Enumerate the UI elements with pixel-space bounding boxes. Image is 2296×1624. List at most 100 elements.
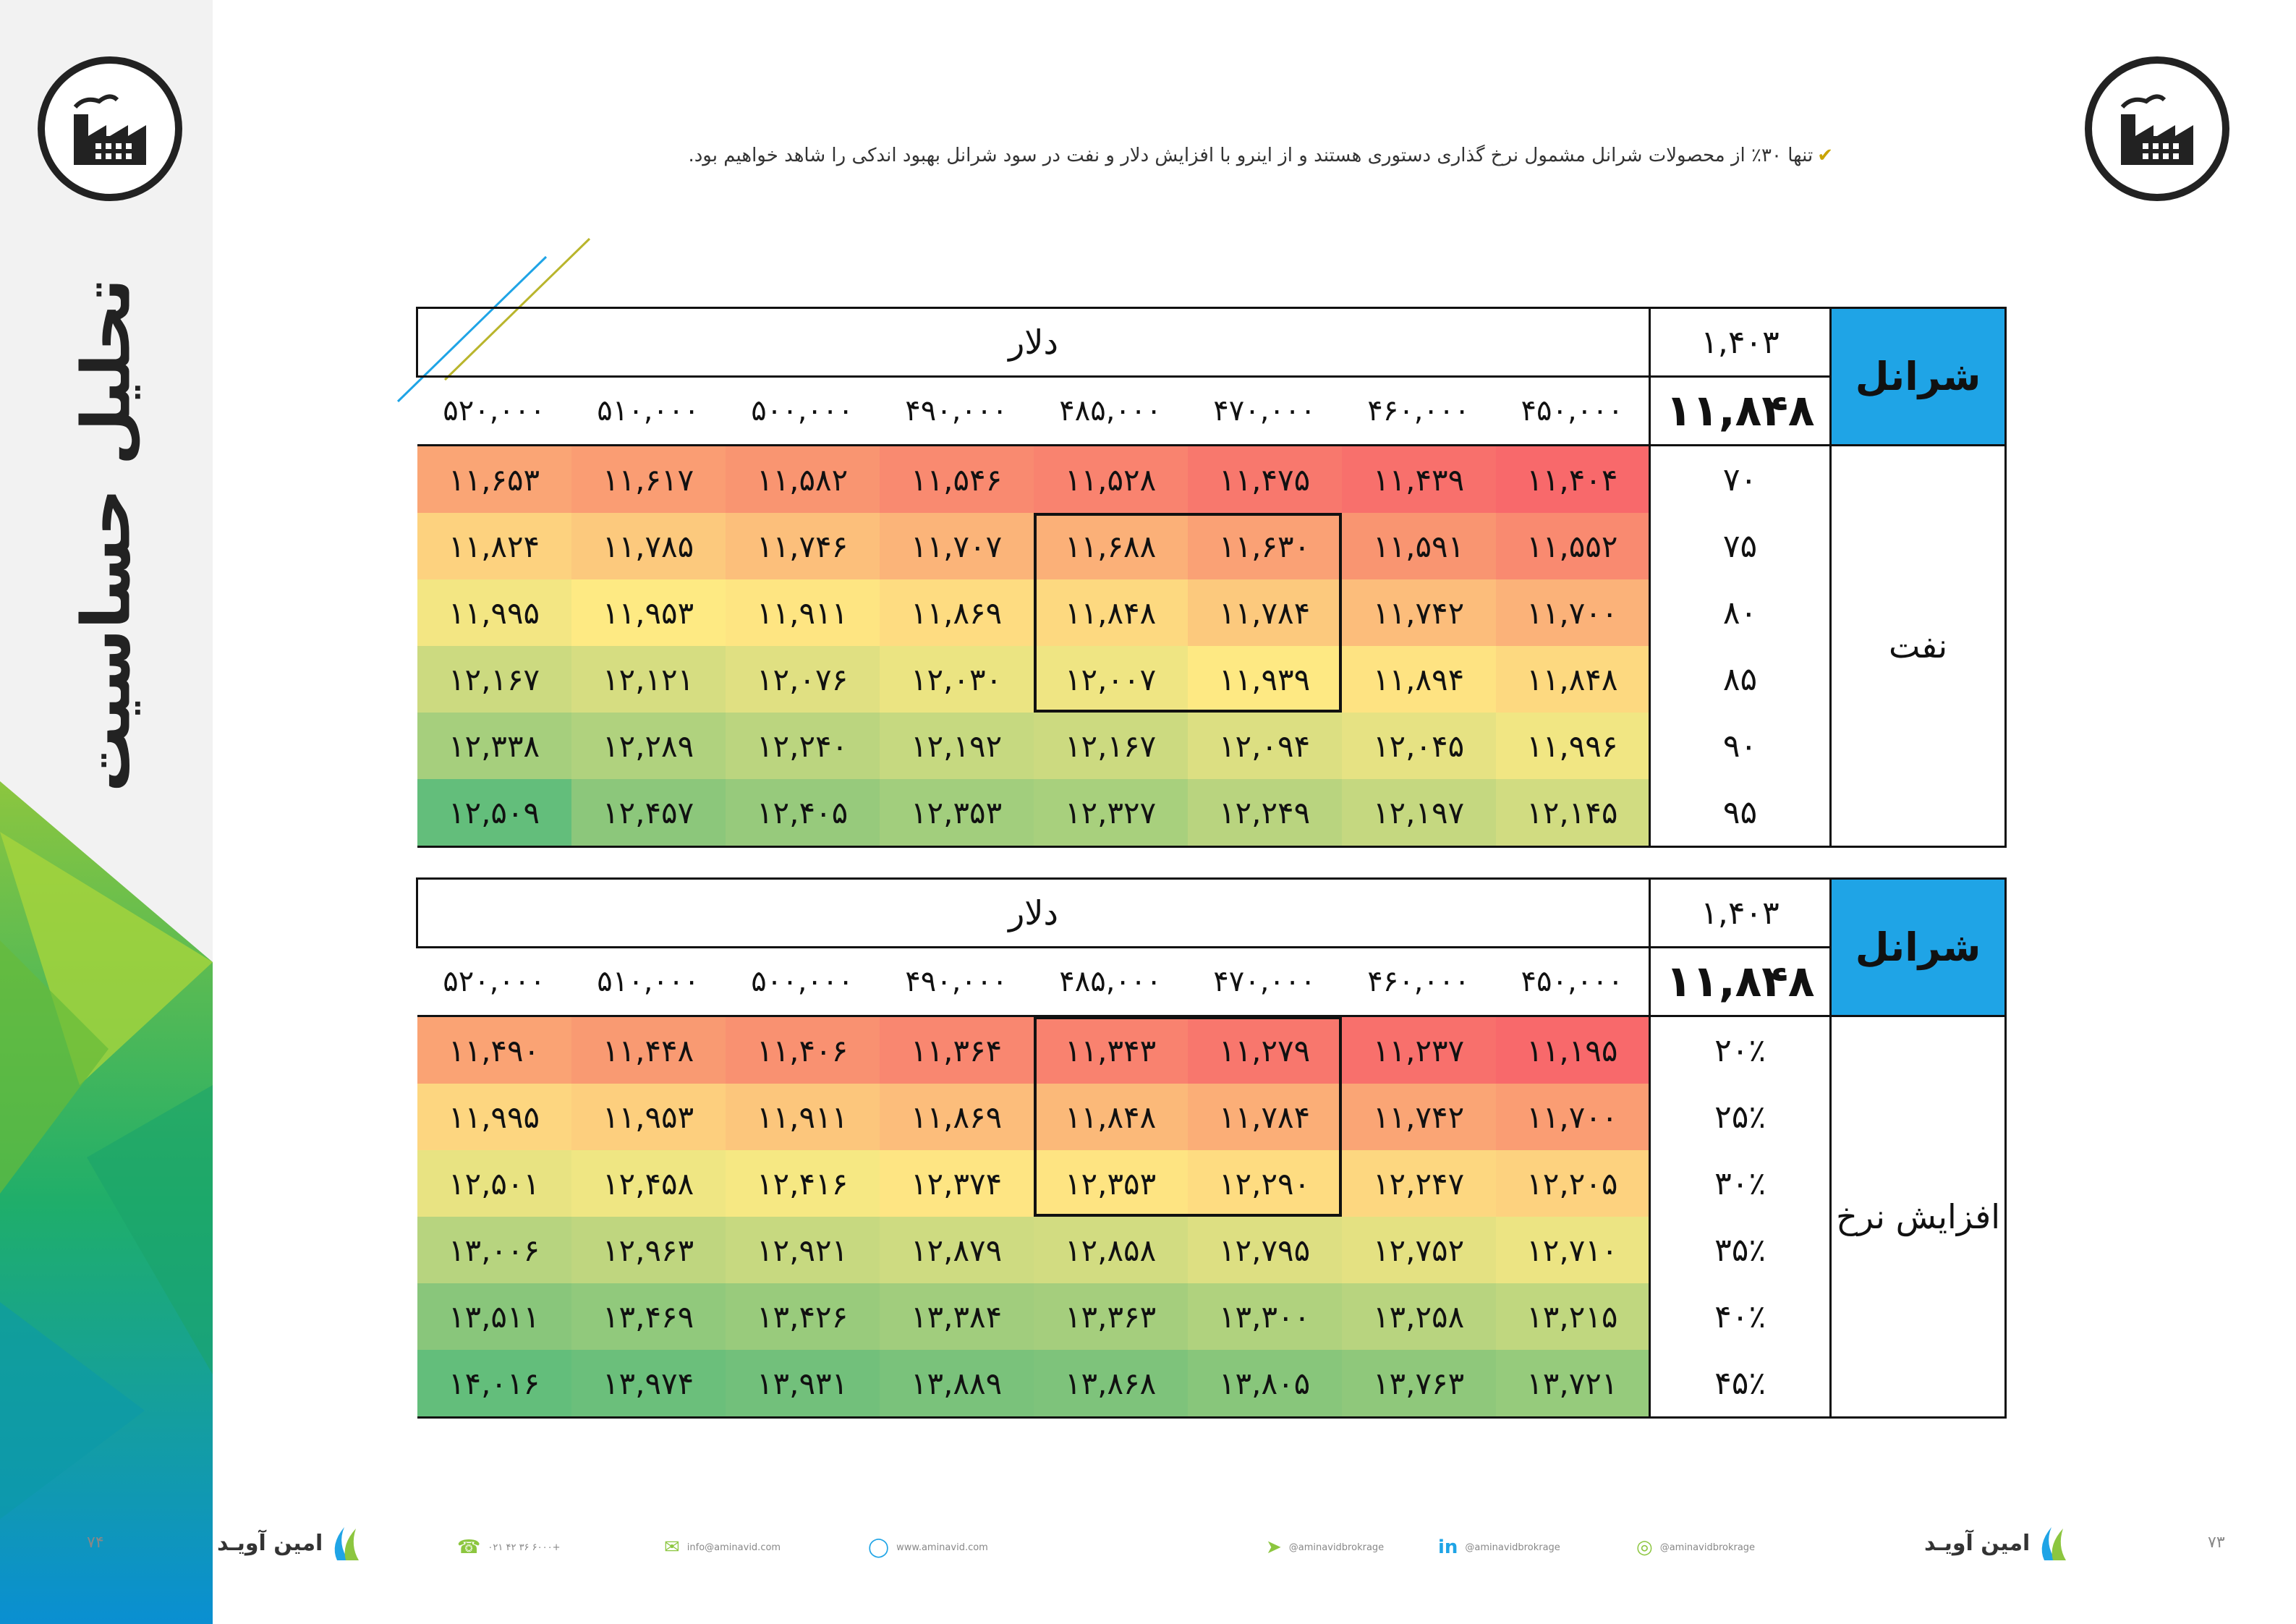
price-header: ۴۹۰,۰۰۰ — [879, 946, 1034, 1017]
check-icon: ✔ — [1817, 145, 1833, 166]
dollar-header: دلار — [415, 877, 1651, 948]
heatmap-cell: ۱۱,۴۹۰ — [417, 1016, 571, 1084]
heatmap-cell: ۱۳,۹۷۴ — [571, 1350, 726, 1418]
heatmap-cell: ۱۲,۴۱۶ — [725, 1150, 880, 1217]
heatmap-cell: ۱۲,۵۰۱ — [417, 1150, 571, 1217]
row-group-label: افزایش نرخ — [1829, 1015, 2007, 1419]
heatmap-cell: ۱۳,۲۵۸ — [1341, 1283, 1496, 1350]
row-label: ۷۰ — [1649, 445, 1832, 513]
heatmap-cell: ۱۲,۹۶۳ — [571, 1217, 726, 1283]
heatmap-cell: ۱۳,۸۶۸ — [1033, 1350, 1188, 1418]
heatmap-cell: ۱۳,۷۲۱ — [1495, 1350, 1650, 1418]
footer-telegram[interactable]: ➤ @aminavidbrokrage — [1266, 1536, 1385, 1558]
heatmap-cell: ۱۲,۰۴۵ — [1341, 713, 1496, 779]
heatmap-cell: ۱۱,۶۵۳ — [417, 445, 571, 513]
heatmap-cell: ۱۱,۷۴۶ — [725, 513, 880, 579]
heatmap-cell: ۱۲,۷۹۵ — [1187, 1217, 1342, 1283]
heatmap-cell: ۱۲,۱۹۷ — [1341, 779, 1496, 847]
heatmap-cell: ۱۲,۴۰۵ — [725, 779, 880, 847]
price-header: ۴۷۰,۰۰۰ — [1187, 375, 1342, 446]
heatmap-cell: ۱۱,۸۴۸ — [1495, 646, 1650, 713]
heatmap-cell: ۱۱,۹۱۱ — [725, 579, 880, 646]
heatmap-cell: ۱۲,۱۶۷ — [417, 646, 571, 713]
heatmap-cell: ۱۱,۵۴۶ — [879, 445, 1034, 513]
heatmap-cell: ۱۱,۲۷۹ — [1187, 1016, 1342, 1084]
heatmap-cell: ۱۱,۴۴۸ — [571, 1016, 726, 1084]
footer-instagram[interactable]: ◎ @aminavidbrokrage — [1636, 1536, 1756, 1558]
heatmap-cell: ۱۲,۱۲۱ — [571, 646, 726, 713]
price-header: ۴۶۰,۰۰۰ — [1341, 375, 1496, 446]
price-header: ۴۸۵,۰۰۰ — [1033, 375, 1188, 446]
heatmap-cell: ۱۱,۷۰۰ — [1495, 579, 1650, 646]
price-header: ۴۶۰,۰۰۰ — [1341, 946, 1496, 1017]
row-label: ۸۰ — [1649, 579, 1832, 646]
price-header: ۵۰۰,۰۰۰ — [725, 946, 880, 1017]
heatmap-cell: ۱۱,۹۹۶ — [1495, 713, 1650, 779]
heatmap-cell: ۱۱,۲۳۷ — [1341, 1016, 1496, 1084]
brand-logo-left: امین آویـد — [217, 1523, 363, 1563]
footer-email[interactable]: ✉ info@aminavid.com — [664, 1536, 781, 1558]
heatmap-cell: ۱۲,۰۰۷ — [1033, 646, 1188, 713]
price-header: ۴۹۰,۰۰۰ — [879, 375, 1034, 446]
price-header: ۵۰۰,۰۰۰ — [725, 375, 880, 446]
heatmap-cell: ۱۱,۷۴۲ — [1341, 579, 1496, 646]
heatmap-cell: ۱۱,۷۴۲ — [1341, 1084, 1496, 1150]
heatmap-cell: ۱۲,۲۰۵ — [1495, 1150, 1650, 1217]
page-number-right: ۷۳ — [2208, 1534, 2225, 1552]
heatmap-cell: ۱۳,۹۳۱ — [725, 1350, 880, 1418]
heatmap-cell: ۱۲,۸۷۹ — [879, 1217, 1034, 1283]
heatmap-cell: ۱۲,۲۴۰ — [725, 713, 880, 779]
company-name: شرانل — [1829, 877, 2007, 1017]
brand-mark-icon — [2037, 1523, 2070, 1563]
heatmap-cell: ۱۱,۹۵۳ — [571, 579, 726, 646]
header-note: ✔تنها ۳۰٪ از محصولات شرانل مشمول نرخ گذا… — [688, 145, 1833, 166]
fiscal-year: ۱,۴۰۳ — [1649, 307, 1832, 378]
factory-icon — [2120, 94, 2193, 165]
row-label: ۹۰ — [1649, 713, 1832, 779]
price-header: ۵۱۰,۰۰۰ — [571, 375, 726, 446]
brand-mark-icon — [330, 1523, 363, 1563]
footer-web[interactable]: ◯ www.aminavid.com — [868, 1536, 988, 1558]
heatmap-cell: ۱۱,۹۱۱ — [725, 1084, 880, 1150]
heatmap-cell: ۱۲,۲۴۹ — [1187, 779, 1342, 847]
price-header: ۵۲۰,۰۰۰ — [417, 946, 571, 1017]
footer-phone[interactable]: ☎ ۰۲۱ ۴۲ ۳۶ ۶۰۰۰+ — [457, 1536, 561, 1558]
heatmap-cell: ۱۱,۸۲۴ — [417, 513, 571, 579]
brand-logo-right: امین آویـد — [1924, 1523, 2070, 1563]
price-header: ۵۱۰,۰۰۰ — [571, 946, 726, 1017]
heatmap-cell: ۱۳,۸۸۹ — [879, 1350, 1034, 1418]
heatmap-cell: ۱۱,۵۸۲ — [725, 445, 880, 513]
price-header: ۵۲۰,۰۰۰ — [417, 375, 571, 446]
heatmap-cell: ۱۲,۳۷۴ — [879, 1150, 1034, 1217]
row-label: ۴۵٪ — [1649, 1350, 1832, 1418]
heatmap-cell: ۱۱,۶۳۰ — [1187, 513, 1342, 579]
heatmap-cell: ۱۲,۳۵۳ — [1033, 1150, 1188, 1217]
heatmap-cell: ۱۳,۳۶۳ — [1033, 1283, 1188, 1350]
footer-linkedin[interactable]: in @aminavidbrokrage — [1438, 1536, 1560, 1558]
heatmap-cell: ۱۲,۴۵۸ — [571, 1150, 726, 1217]
base-value: ۱۱,۸۴۸ — [1649, 375, 1832, 446]
row-label: ۴۰٪ — [1649, 1283, 1832, 1350]
price-header: ۴۸۵,۰۰۰ — [1033, 946, 1188, 1017]
sensitivity-table-oil: شرانل ۱,۴۰۳ دلار ۱۱,۸۴۸ ۴۵۰,۰۰۰ ۴۶۰,۰۰۰ ۴۷۰,۰۰… — [415, 307, 2007, 848]
price-header: ۴۵۰,۰۰۰ — [1495, 375, 1650, 446]
heatmap-cell: ۱۱,۹۹۵ — [417, 579, 571, 646]
row-label: ۸۵ — [1649, 646, 1832, 713]
price-header: ۴۷۰,۰۰۰ — [1187, 946, 1342, 1017]
heatmap-cell: ۱۳,۸۰۵ — [1187, 1350, 1342, 1418]
heatmap-cell: ۱۲,۱۶۷ — [1033, 713, 1188, 779]
heatmap-cell: ۱۳,۴۲۶ — [725, 1283, 880, 1350]
heatmap-cell: ۱۱,۳۶۴ — [879, 1016, 1034, 1084]
phone-icon: ☎ — [457, 1536, 481, 1558]
heatmap-cell: ۱۱,۸۴۸ — [1033, 579, 1188, 646]
heatmap-cell: ۱۱,۴۰۶ — [725, 1016, 880, 1084]
heatmap-cell: ۱۱,۵۵۲ — [1495, 513, 1650, 579]
row-label: ۳۰٪ — [1649, 1150, 1832, 1217]
instagram-icon: ◎ — [1636, 1536, 1653, 1558]
factory-logo-left — [38, 56, 182, 201]
heatmap-cell: ۱۳,۷۶۳ — [1341, 1350, 1496, 1418]
heatmap-cell: ۱۱,۷۸۴ — [1187, 579, 1342, 646]
row-label: ۲۵٪ — [1649, 1084, 1832, 1150]
heatmap-cell: ۱۱,۶۸۸ — [1033, 513, 1188, 579]
heatmap-cell: ۱۳,۴۶۹ — [571, 1283, 726, 1350]
